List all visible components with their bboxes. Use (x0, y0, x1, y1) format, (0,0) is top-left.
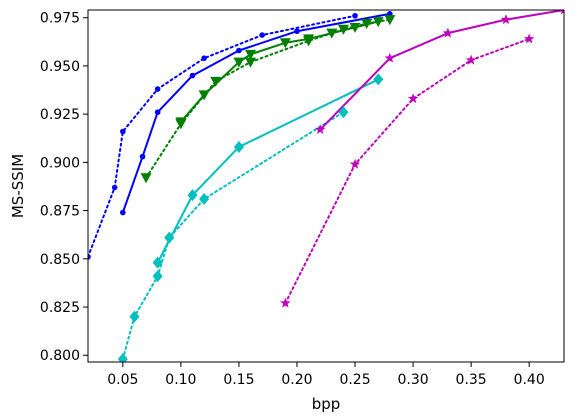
series-7-point (523, 33, 535, 44)
series-2-point (372, 17, 384, 28)
series-7-point (407, 93, 419, 104)
series-0-point (154, 109, 161, 116)
series-line-1 (88, 14, 357, 258)
series-5-point (152, 270, 163, 283)
series-3-point (245, 57, 257, 68)
series-5-point (129, 310, 140, 323)
series-4-point (233, 140, 244, 153)
series-line-5 (121, 111, 345, 361)
series-line-0 (121, 12, 391, 213)
y-tick-label: 0.825 (40, 300, 80, 316)
series-3-point (361, 19, 373, 30)
x-axis-title: bpp (312, 395, 341, 413)
series-1-point (120, 128, 126, 135)
series-3-point (337, 24, 349, 35)
series-1-point (259, 32, 265, 38)
y-tick-label: 0.950 (40, 59, 80, 75)
series-0-point (139, 153, 146, 160)
series-5-point (199, 193, 210, 206)
series-1-point (111, 184, 118, 191)
series-4-point (187, 189, 198, 202)
series-3-point (140, 173, 152, 184)
x-axis: 0.05 0.10 0.15 0.20 0.25 0.30 0.35 0.40 (107, 362, 545, 388)
series-6-point (314, 124, 326, 135)
x-tick-label: 0.30 (397, 372, 428, 388)
series-5-point (164, 231, 175, 244)
series-line-3 (145, 18, 391, 179)
series-layer (88, 10, 564, 361)
y-axis: 0.800 0.825 0.850 0.875 0.900 0.925 0.950 0.975 (40, 11, 88, 364)
series-3-point (210, 76, 222, 87)
series-7-point (349, 158, 361, 169)
series-line-7 (284, 37, 531, 305)
series-5-point (338, 106, 349, 119)
y-tick-label: 0.975 (40, 11, 80, 27)
series-6-point (384, 52, 396, 63)
series-5-point (117, 353, 128, 362)
series-3-point (303, 36, 315, 47)
series-1-point (352, 12, 358, 19)
x-tick-label: 0.15 (223, 372, 254, 388)
series-1-point (154, 86, 161, 92)
series-2-point (326, 28, 338, 39)
series-2-point (245, 49, 257, 60)
series-2-point (198, 90, 210, 101)
x-tick-label: 0.05 (107, 372, 138, 388)
series-1-point (201, 55, 207, 62)
x-tick-label: 0.25 (339, 372, 370, 388)
series-2-point (279, 38, 291, 49)
series-3-point (384, 15, 396, 26)
series-1-point (88, 254, 91, 260)
series-7-point (280, 297, 291, 308)
series-2-point (233, 57, 245, 68)
marker-layer (88, 10, 564, 362)
plot-frame (87, 9, 565, 363)
x-tick-label: 0.20 (281, 372, 312, 388)
series-7-point (465, 54, 477, 65)
series-0-point (189, 72, 196, 79)
y-tick-label: 0.925 (40, 107, 80, 123)
series-line-4 (156, 78, 379, 264)
series-3-point (175, 119, 187, 130)
series-2-point (349, 22, 361, 33)
series-0-point (236, 47, 242, 54)
y-tick-label: 0.875 (40, 204, 80, 220)
series-6-point (500, 14, 512, 25)
series-4-point (152, 256, 163, 269)
series-6-point (442, 27, 454, 38)
x-tick-label: 0.35 (456, 372, 487, 388)
x-tick-label: 0.40 (514, 372, 545, 388)
x-tick-label: 0.10 (165, 372, 196, 388)
y-axis-title: MS-SSIM (9, 154, 27, 218)
series-0-point (294, 28, 300, 35)
y-tick-label: 0.850 (40, 252, 80, 268)
series-6-point (560, 10, 564, 15)
y-tick-label: 0.800 (40, 348, 80, 364)
series-4-point (373, 73, 384, 86)
y-tick-label: 0.900 (40, 155, 80, 171)
series-0-point (120, 209, 126, 216)
